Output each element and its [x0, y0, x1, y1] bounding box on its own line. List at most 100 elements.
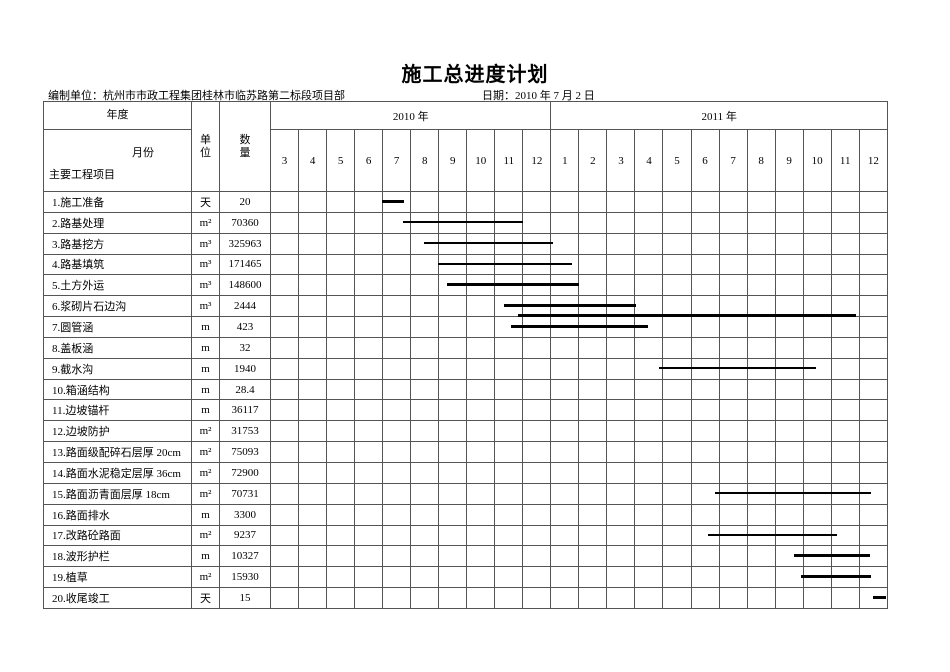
month-cell — [494, 274, 524, 297]
month-cell — [662, 461, 692, 484]
table-row: 11.边坡锚杆 m 36117 — [42, 399, 889, 422]
month-cell — [326, 461, 356, 484]
month-cell — [466, 503, 496, 526]
item-name: 15.路面沥青面层厚 18cm — [42, 482, 193, 505]
month-cell — [298, 566, 328, 589]
month-cell — [438, 336, 468, 359]
month-cell — [830, 274, 860, 297]
month-cell — [466, 357, 496, 380]
item-name: 19.植草 — [42, 566, 193, 589]
month-cell — [746, 336, 776, 359]
item-unit: 天 — [191, 191, 221, 213]
month-cell — [718, 503, 748, 526]
month-cell — [438, 587, 468, 609]
month-cell — [494, 357, 524, 380]
month-cell — [410, 253, 440, 276]
page-title: 施工总进度计划 — [401, 64, 549, 86]
month-cell — [606, 399, 636, 422]
month-cell — [326, 232, 356, 255]
month-header: 8 — [410, 129, 440, 192]
month-cell — [270, 545, 300, 568]
month-cell — [438, 545, 468, 568]
month-cell — [830, 545, 860, 568]
item-quantity: 1940 — [219, 357, 272, 380]
month-cell — [746, 378, 776, 401]
month-cell — [354, 274, 384, 297]
month-cell — [522, 191, 552, 213]
item-quantity: 32 — [219, 336, 272, 359]
year-2011-header: 2011 年 — [550, 101, 888, 130]
month-cell — [494, 253, 524, 276]
month-cell — [830, 191, 860, 213]
month-cell — [578, 399, 608, 422]
month-cell — [270, 461, 300, 484]
month-cell — [270, 211, 300, 234]
month-cell — [522, 399, 552, 422]
month-cell — [466, 441, 496, 463]
month-cell — [522, 587, 552, 609]
month-cell — [634, 316, 664, 338]
month-cell — [382, 420, 412, 443]
month-cell — [690, 503, 720, 526]
month-cell — [662, 378, 692, 401]
month-cell — [298, 191, 328, 213]
month-cell — [270, 503, 300, 526]
month-header: 6 — [354, 129, 384, 192]
month-cell — [522, 420, 552, 443]
month-cell — [382, 336, 412, 359]
month-cell — [326, 253, 356, 276]
month-cell — [410, 545, 440, 568]
month-cell — [550, 316, 580, 338]
month-cell — [410, 378, 440, 401]
month-cell — [466, 253, 496, 276]
month-cell — [634, 336, 664, 359]
month-cell — [802, 316, 832, 338]
month-cell — [830, 399, 860, 422]
item-quantity: 9237 — [219, 524, 272, 547]
month-cell — [326, 316, 356, 338]
month-cell — [774, 566, 804, 589]
month-cell — [662, 399, 692, 422]
month-cell — [298, 378, 328, 401]
month-cell — [270, 357, 300, 380]
month-cell — [578, 211, 608, 234]
month-cell — [354, 336, 384, 359]
month-cell — [858, 211, 889, 234]
month-cell — [494, 378, 524, 401]
month-cell — [494, 232, 524, 255]
month-cell — [466, 274, 496, 297]
item-name: 12.边坡防护 — [42, 420, 193, 443]
month-cell — [858, 482, 889, 505]
month-cell — [466, 545, 496, 568]
month-cell — [494, 461, 524, 484]
item-unit: m² — [191, 211, 221, 234]
month-cell — [298, 545, 328, 568]
item-quantity: 148600 — [219, 274, 272, 297]
month-cell — [802, 295, 832, 318]
month-header: 11 — [494, 129, 524, 192]
table-row: 2.路基处理 m² 70360 — [42, 211, 889, 234]
month-cell — [522, 524, 552, 547]
month-cell — [382, 211, 412, 234]
item-name: 7.圆管涵 — [42, 316, 193, 338]
month-cell — [578, 316, 608, 338]
month-cell — [690, 191, 720, 213]
month-cell — [382, 191, 412, 213]
month-cell — [746, 274, 776, 297]
table-row: 10.箱涵结构 m 28.4 — [42, 378, 889, 401]
month-cell — [858, 253, 889, 276]
month-cell — [746, 503, 776, 526]
month-cell — [662, 420, 692, 443]
month-cell — [634, 211, 664, 234]
month-cell — [606, 211, 636, 234]
year-label: 年度 — [44, 103, 191, 130]
month-cell — [438, 566, 468, 589]
month-cell — [746, 566, 776, 589]
month-cell — [270, 336, 300, 359]
month-cell — [578, 357, 608, 380]
month-cell — [606, 420, 636, 443]
month-cell — [718, 441, 748, 463]
month-cell — [466, 211, 496, 234]
item-quantity: 20 — [219, 191, 272, 213]
month-cell — [326, 336, 356, 359]
